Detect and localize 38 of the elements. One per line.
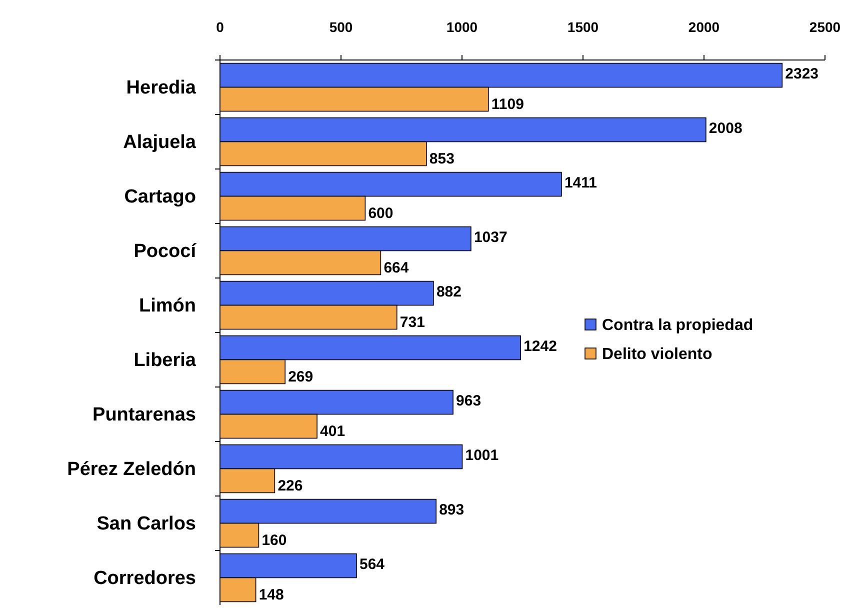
data-label: 731 bbox=[400, 314, 425, 332]
data-label: 1411 bbox=[564, 174, 598, 192]
data-label: 882 bbox=[436, 283, 462, 300]
data-label: 269 bbox=[288, 368, 314, 386]
data-label: 2008 bbox=[708, 120, 742, 137]
data-label: 226 bbox=[278, 478, 303, 495]
data-label: 893 bbox=[439, 501, 464, 518]
x-tick-label: 0 bbox=[216, 19, 224, 35]
x-tick-label: 1500 bbox=[567, 19, 599, 35]
x-tick-label: 2000 bbox=[688, 19, 720, 35]
data-label: 853 bbox=[429, 150, 454, 168]
y-tick-label: Limón bbox=[139, 295, 196, 316]
data-label: 600 bbox=[368, 205, 394, 222]
data-label: 1001 bbox=[465, 446, 499, 464]
data-label: 401 bbox=[320, 423, 346, 440]
legend-label: Delito violento bbox=[602, 346, 712, 363]
x-tick-label: 500 bbox=[329, 19, 353, 35]
data-label: 160 bbox=[262, 532, 287, 550]
x-tick-label: 1000 bbox=[446, 19, 478, 35]
y-tick-label: Corredores bbox=[94, 568, 196, 589]
data-label: 1037 bbox=[474, 228, 508, 246]
y-tick-label: Puntarenas bbox=[92, 404, 196, 426]
data-label: 963 bbox=[456, 392, 482, 410]
y-tick-label: Pérez Zeledón bbox=[67, 458, 196, 480]
data-label: 1242 bbox=[524, 338, 557, 355]
x-tick-label: 2500 bbox=[809, 19, 841, 35]
y-tick-label: Heredia bbox=[126, 77, 196, 98]
data-label: 2323 bbox=[785, 65, 819, 82]
y-tick-label: Liberia bbox=[134, 350, 196, 371]
y-tick-label: Cartago bbox=[124, 186, 196, 208]
data-label: 148 bbox=[258, 586, 284, 604]
data-label: 1109 bbox=[491, 96, 524, 114]
data-label: 564 bbox=[359, 556, 386, 573]
legend-label: Contra la propiedad bbox=[602, 317, 754, 334]
y-tick-label: Alajuela bbox=[123, 132, 196, 153]
y-tick-label: Pococí bbox=[134, 240, 197, 262]
y-tick-label: San Carlos bbox=[96, 513, 196, 534]
data-label: 664 bbox=[384, 260, 410, 277]
